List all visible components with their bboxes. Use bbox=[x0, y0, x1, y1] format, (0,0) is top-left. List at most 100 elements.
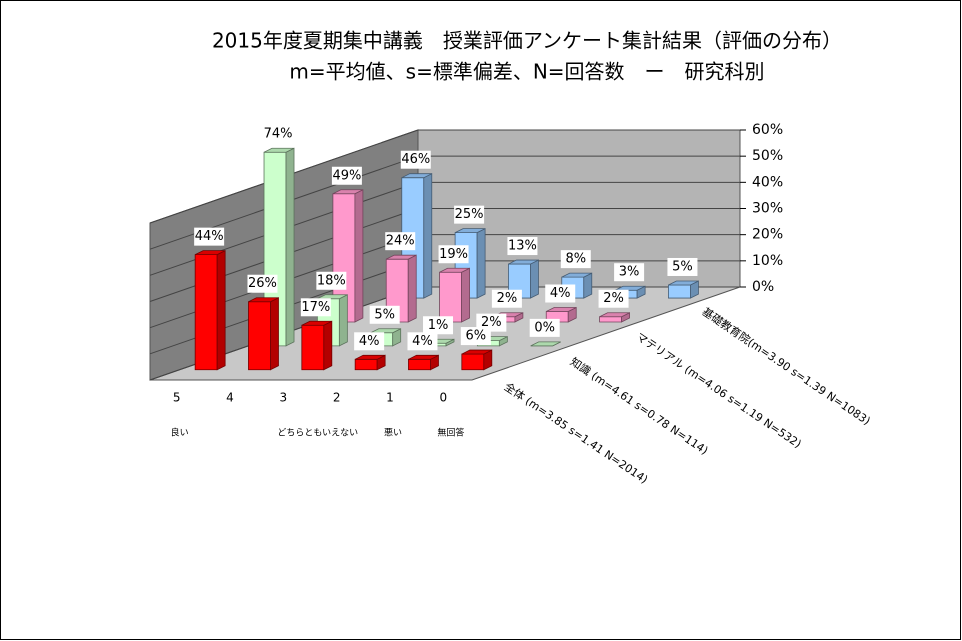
value-label: 2% bbox=[603, 291, 624, 306]
bar-side bbox=[270, 297, 279, 371]
bar bbox=[461, 349, 493, 371]
bar-side bbox=[285, 147, 295, 347]
bar bbox=[301, 320, 333, 371]
value-label: 8% bbox=[565, 252, 586, 267]
bar-front bbox=[301, 324, 325, 371]
y-tick-label: 0% bbox=[752, 279, 774, 295]
label-bg bbox=[507, 237, 538, 256]
label-bg bbox=[300, 298, 331, 317]
value-label: 26% bbox=[248, 276, 277, 291]
label-bg bbox=[263, 125, 294, 144]
label-bg bbox=[400, 150, 431, 169]
value-label: 2% bbox=[497, 291, 518, 306]
value-label: 4% bbox=[550, 286, 571, 301]
bar-front bbox=[599, 316, 622, 323]
bar-front bbox=[461, 353, 485, 371]
label-bg bbox=[560, 250, 591, 269]
bar-top bbox=[317, 294, 348, 300]
bar-top bbox=[546, 307, 577, 312]
bar bbox=[332, 189, 364, 323]
bar-top bbox=[561, 272, 592, 278]
bar-front bbox=[248, 301, 271, 371]
label-bg bbox=[598, 289, 629, 308]
value-label: 24% bbox=[386, 234, 415, 249]
value-label: 4% bbox=[359, 334, 380, 349]
y-tick-label: 50% bbox=[752, 148, 783, 164]
bar-top bbox=[263, 147, 295, 153]
category-note: 悪い bbox=[384, 428, 402, 439]
label-bg bbox=[194, 227, 225, 246]
x-tick-label: 4 bbox=[226, 391, 234, 405]
bar-front bbox=[354, 358, 378, 371]
label-bg bbox=[354, 332, 385, 351]
y-tick-label: 40% bbox=[752, 174, 783, 190]
value-label: 4% bbox=[412, 334, 433, 349]
label-bg bbox=[614, 263, 645, 282]
label-bg bbox=[529, 318, 560, 337]
value-label: 25% bbox=[455, 207, 484, 222]
bar-top bbox=[454, 228, 486, 234]
bar-top bbox=[599, 312, 630, 318]
value-label: 5% bbox=[672, 259, 693, 274]
bar bbox=[530, 341, 561, 347]
bar-top bbox=[614, 285, 646, 291]
label-bg bbox=[491, 289, 522, 308]
bar bbox=[599, 312, 630, 323]
x-tick-label: 5 bbox=[173, 391, 181, 405]
value-label: 19% bbox=[439, 247, 468, 262]
category-note: どちらともいえない bbox=[277, 428, 358, 439]
bar bbox=[439, 267, 470, 323]
value-label: 1% bbox=[428, 318, 449, 333]
value-label: 44% bbox=[195, 229, 224, 244]
label-bg bbox=[438, 245, 469, 264]
bar-top bbox=[332, 189, 364, 195]
bar-side bbox=[423, 173, 433, 299]
bar-side bbox=[338, 294, 348, 347]
label-bg bbox=[247, 274, 278, 293]
label-bg bbox=[454, 205, 485, 224]
y-tick-label: 10% bbox=[752, 253, 783, 269]
bar-front bbox=[408, 358, 431, 371]
x-tick-label: 2 bbox=[333, 391, 341, 405]
bar bbox=[248, 297, 279, 371]
label-bg bbox=[385, 232, 416, 251]
value-label: 5% bbox=[374, 307, 395, 322]
bar-front bbox=[668, 284, 691, 299]
value-label: 74% bbox=[264, 127, 293, 142]
x-tick-label: 3 bbox=[280, 391, 288, 405]
label-bg bbox=[545, 284, 576, 303]
bar-top bbox=[354, 354, 386, 360]
bar-side bbox=[216, 249, 226, 371]
bar-top bbox=[439, 267, 470, 273]
bar-top bbox=[301, 320, 332, 326]
y-tick-label: 60% bbox=[752, 122, 783, 138]
bar-top bbox=[194, 250, 226, 256]
value-label: 13% bbox=[508, 239, 537, 254]
category-note: 良い bbox=[171, 427, 189, 439]
label-bg bbox=[667, 257, 698, 276]
bar-top bbox=[401, 173, 432, 179]
x-tick-label: 1 bbox=[386, 391, 394, 405]
bar-top bbox=[530, 341, 561, 347]
bar-side bbox=[461, 267, 470, 323]
value-label: 18% bbox=[317, 273, 346, 288]
label-bg bbox=[407, 332, 438, 351]
bar-side bbox=[476, 228, 486, 299]
label-bg bbox=[316, 271, 347, 290]
label-bg bbox=[369, 305, 400, 324]
bar-front bbox=[194, 254, 218, 371]
y-tick-label: 20% bbox=[752, 227, 783, 243]
value-label: 46% bbox=[401, 152, 430, 167]
value-label: 49% bbox=[332, 168, 361, 183]
value-label: 6% bbox=[466, 329, 487, 344]
y-tick-label: 30% bbox=[752, 201, 783, 217]
bar-top bbox=[508, 259, 539, 265]
label-bg bbox=[331, 166, 362, 185]
label-bg bbox=[423, 316, 454, 335]
value-label: 3% bbox=[619, 265, 640, 280]
bar-top bbox=[408, 354, 439, 360]
bar-side bbox=[407, 254, 417, 323]
bar-side bbox=[530, 259, 539, 299]
bar-front bbox=[439, 271, 462, 323]
